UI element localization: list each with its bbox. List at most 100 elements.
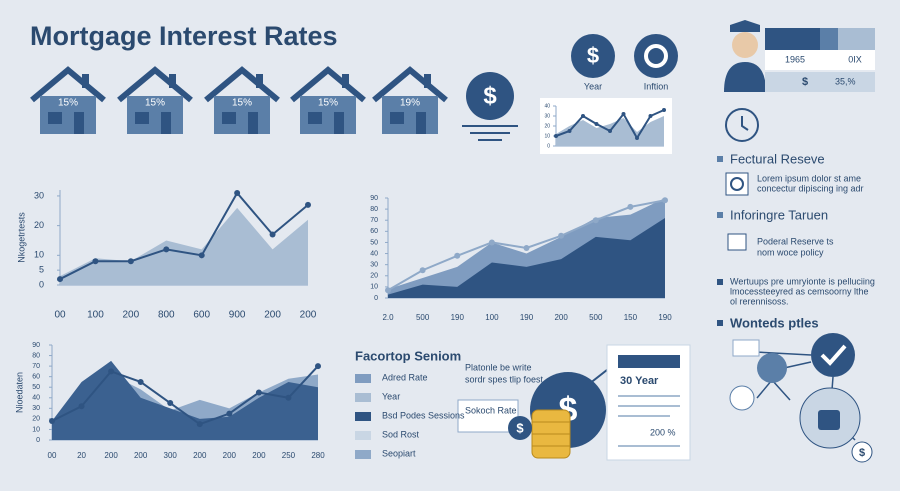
doc-value: 200 % [650,427,676,437]
bullet [717,320,723,326]
y-tick-label: 80 [32,352,40,359]
x-tick-label: 500 [416,313,430,322]
x-tick-label: 200 [264,310,281,321]
point [592,217,599,224]
legend-swatch [355,412,371,421]
x-tick-label: 200 [300,310,317,321]
coin-stack [531,409,571,459]
x-tick-label: 20 [77,451,86,460]
y-tick-label: 10 [544,133,550,139]
point [594,122,599,126]
x-tick-label: 300 [164,451,178,460]
bullet [717,156,723,162]
callout-box [457,399,519,433]
x-tick-label: 500 [589,313,603,322]
house-roof [117,66,193,103]
legend-title: Facortop Seniom [355,348,461,363]
y-tick-label: 70 [370,217,378,224]
house-window [222,112,236,124]
x-tick-label: 280 [311,451,325,460]
x-tick-label: 2.0 [382,313,394,322]
y-axis-label: Nioedaten [14,372,24,413]
point [305,201,311,208]
legend-label: Sod Rost [382,429,420,439]
house-roof [204,66,280,103]
section-text: Wertuups pre umryionte is pelluciing [730,276,875,286]
house-chimney [342,74,349,88]
house-label: 15% [232,98,252,109]
x-tick-label: 250 [282,451,296,460]
section-title: Inforingre Taruen [730,207,828,222]
inflation-icon [634,34,678,78]
x-tick-label: 100 [485,313,499,322]
house-door [74,112,84,134]
card-text: 35,% [835,76,856,86]
x-tick-label: 200 [223,451,237,460]
house-label: 15% [318,98,338,109]
doc-header [618,355,680,368]
y-tick-label: 60 [370,228,378,235]
house-label: 15% [58,98,78,109]
point [419,267,426,274]
y-tick-label: 40 [370,250,378,257]
connector [754,351,856,441]
y-tick-label: 90 [370,195,378,202]
x-tick-label: 800 [158,310,175,321]
card-row [765,50,875,70]
legend-label: Seopiart [382,448,416,458]
avatar-head [732,32,758,58]
year-icon [571,34,615,78]
point [488,239,495,246]
house-roof [290,66,366,103]
point [255,389,262,396]
point [523,245,530,251]
x-tick-label: 100 [87,310,104,321]
point [285,394,292,401]
house-chimney [424,74,431,88]
x-tick-label: 200 [123,310,140,321]
x-tick-label: 900 [229,310,246,321]
legend-swatch [355,450,371,459]
house-door [248,112,258,134]
section-icon [725,172,749,196]
y-tick-label: 10 [32,426,40,433]
check-glyph [820,344,847,366]
card-row [765,72,875,92]
point [49,418,55,424]
x-tick-label: 200 [193,451,207,460]
x-tick-label: 190 [451,313,465,322]
house-door [334,112,344,134]
point [315,363,321,370]
point [234,189,241,196]
line [59,191,309,280]
y-tick-label: 0 [36,437,40,444]
card-text: $ [802,76,808,88]
y-tick-label: 30 [370,262,378,269]
section-title: Fectural Reseve [730,151,825,166]
clock-icon [725,108,759,142]
point [163,246,170,253]
dollar-badge [508,416,532,440]
link-icon [729,385,755,411]
card-bar [820,28,838,50]
house-window [308,112,322,124]
section-text: concectur dipiscing ing adr [757,183,864,193]
y-tick-label: 5 [39,265,44,275]
point [454,252,461,259]
y-tick-label: 20 [34,220,44,230]
avatar-body [724,62,766,92]
house-label: 15% [145,98,165,109]
section-text: lmocessteeyred as cemsoorny lthe [730,286,869,296]
point [78,403,85,410]
point [92,258,99,265]
section-text: Lorem ipsum dolor st ame [757,173,861,183]
y-tick-label: 30 [544,113,550,119]
x-tick-label: 00 [48,451,57,460]
x-tick-label: 190 [658,313,672,322]
icon-label: Year [584,81,602,91]
point [127,258,134,265]
point [567,129,572,133]
dollar-symbol: $ [483,82,497,109]
avatar-hat [730,20,760,32]
point [198,252,205,259]
